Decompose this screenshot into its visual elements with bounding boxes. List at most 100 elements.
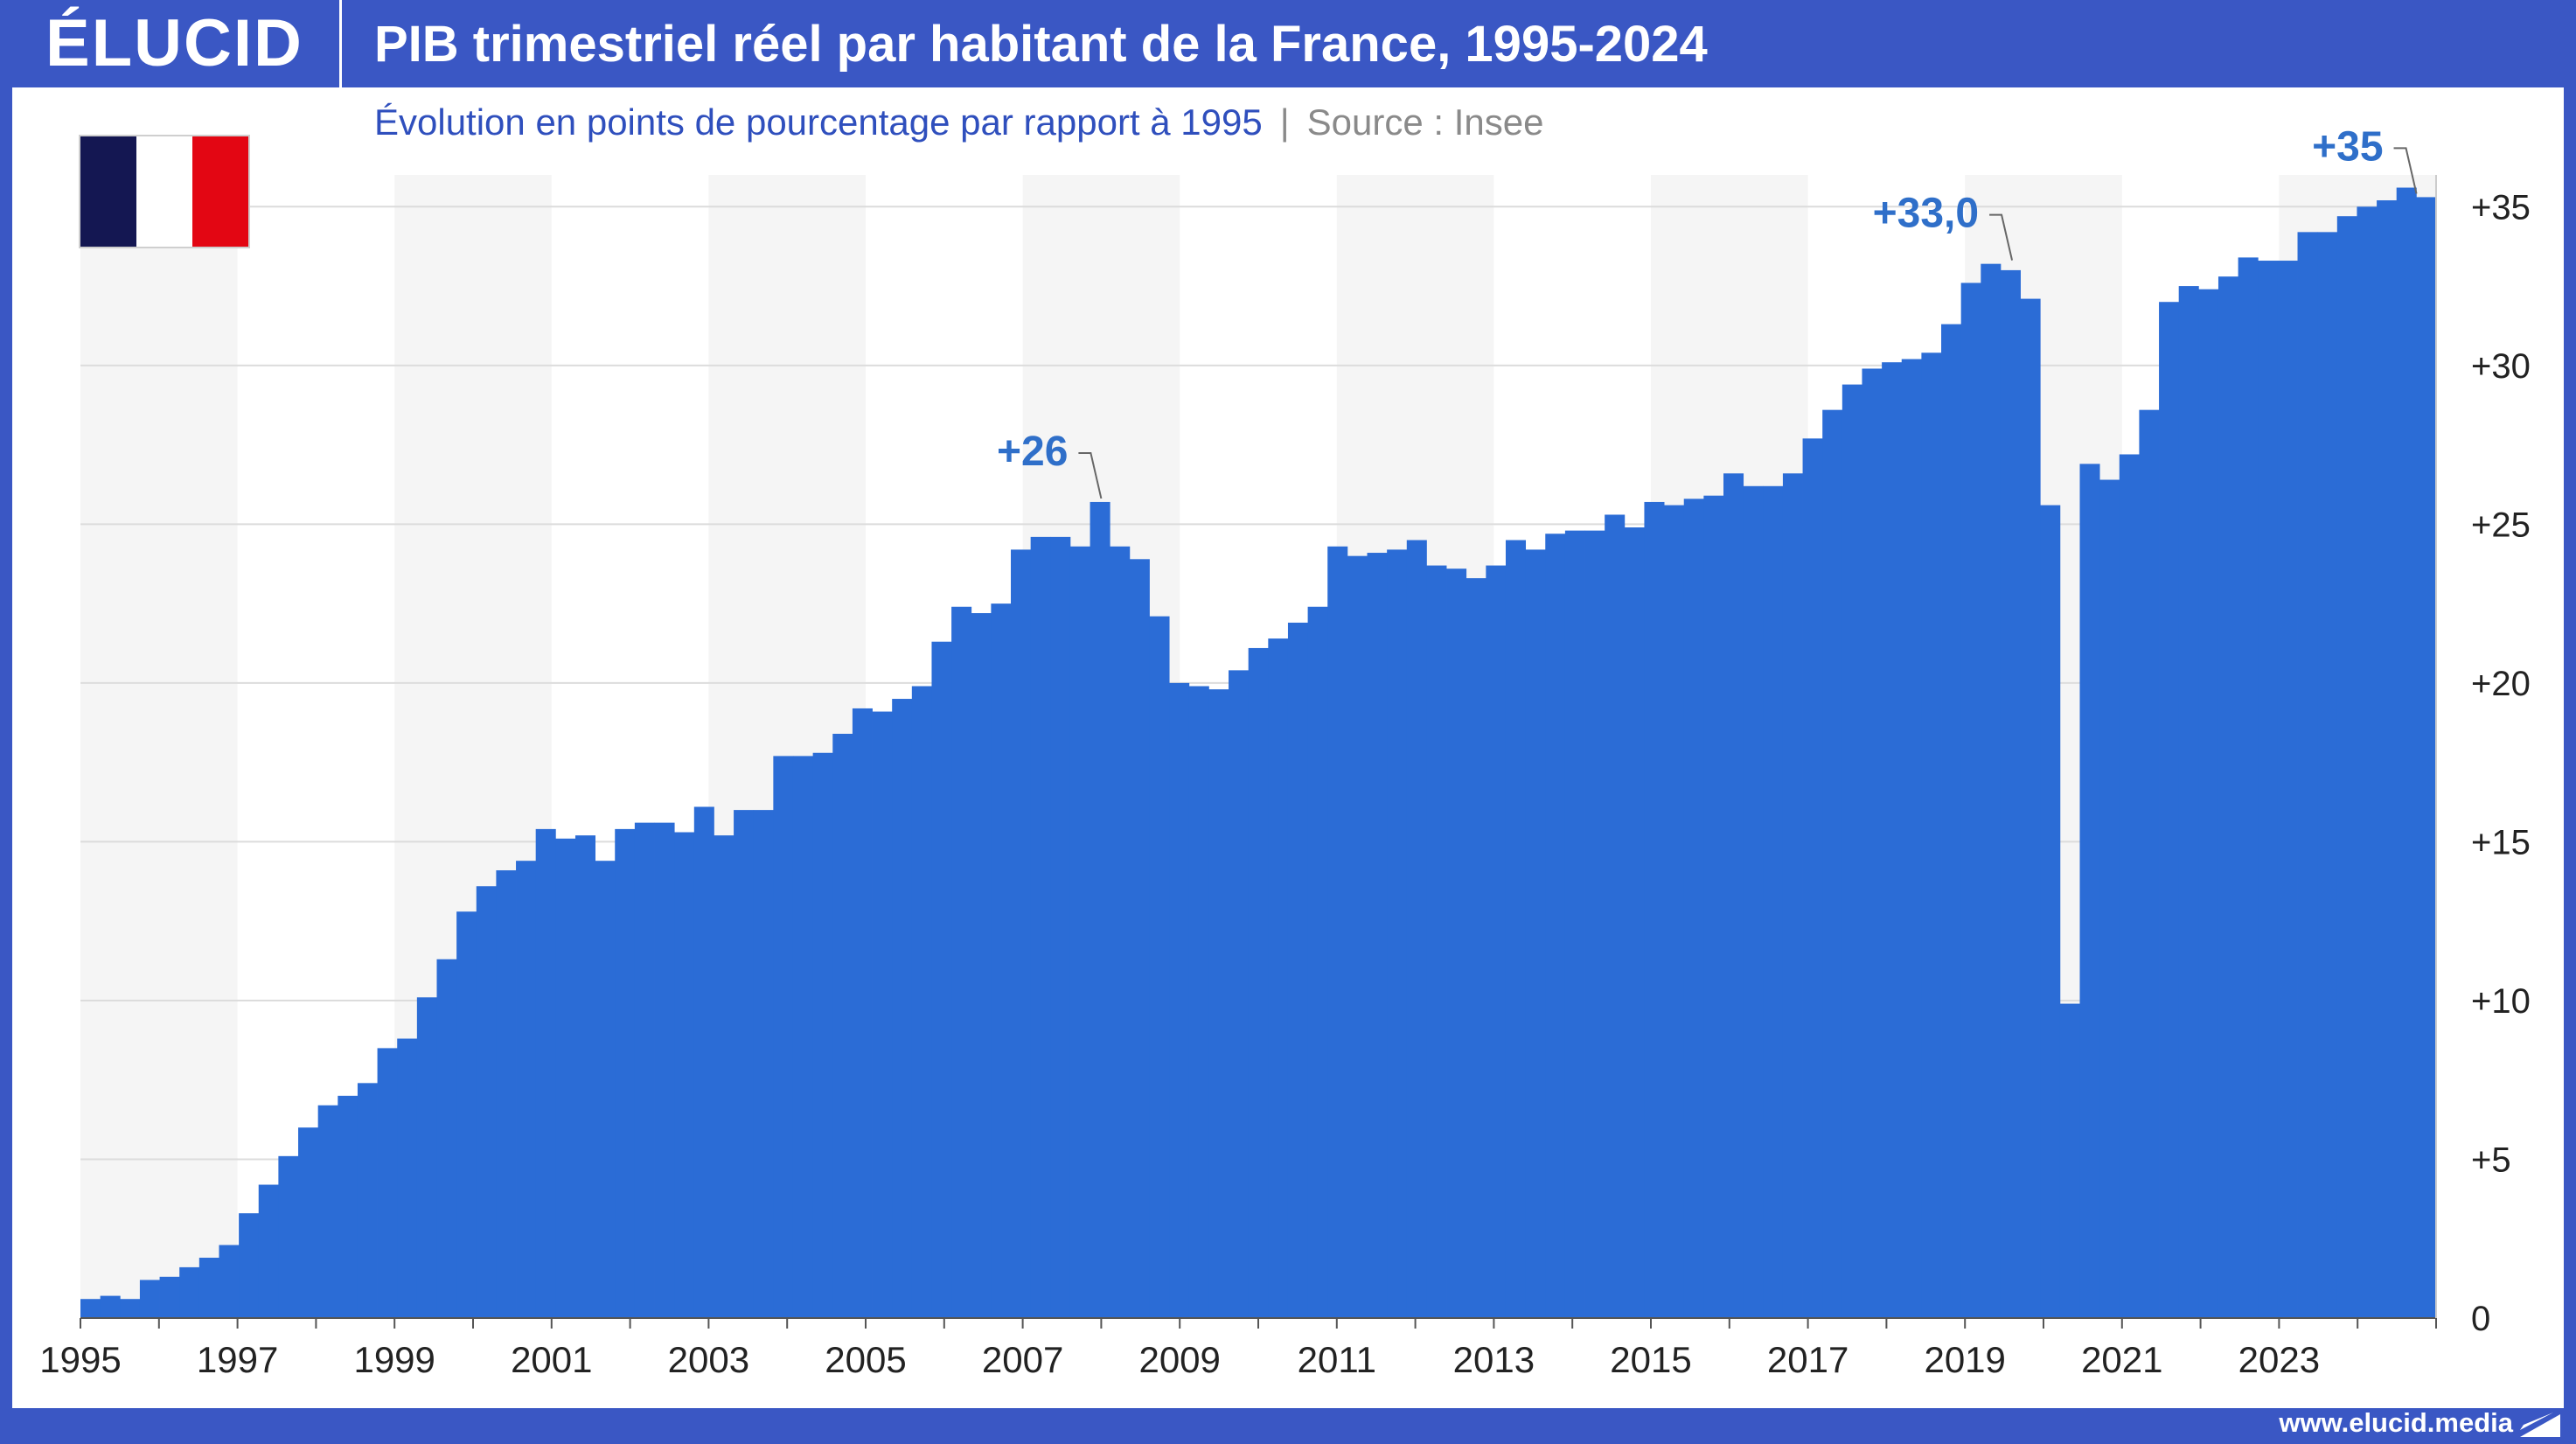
bar: [357, 1083, 378, 1318]
bar: [892, 699, 913, 1318]
bar: [1050, 536, 1071, 1318]
bar: [1545, 534, 1566, 1318]
bar: [1505, 540, 1527, 1318]
bar: [2000, 269, 2021, 1319]
header-divider: [339, 0, 342, 87]
bar: [654, 822, 675, 1318]
annotation-label: +33,0: [1873, 191, 1979, 237]
bar: [2217, 276, 2239, 1319]
bar: [1149, 616, 1170, 1318]
bar: [436, 959, 457, 1318]
bar: [1030, 536, 1051, 1318]
page-title: PIB trimestriel réel par habitant de la …: [374, 16, 1708, 73]
annotation-leader: [1078, 451, 1103, 499]
flag-stripe-white: [136, 136, 192, 247]
bar: [1624, 527, 1645, 1318]
bar: [219, 1245, 240, 1318]
bar: [872, 711, 893, 1318]
bar: [1683, 499, 1704, 1318]
bar: [1069, 546, 1090, 1318]
bar: [1564, 530, 1585, 1318]
annotation-leader: [2393, 147, 2418, 194]
bar: [812, 752, 833, 1318]
bar: [2079, 464, 2100, 1318]
y-tick-label: +20: [2471, 665, 2531, 703]
annotation-label: +26: [997, 429, 1068, 475]
x-tick-label: 2013: [1453, 1339, 1535, 1380]
bar: [1248, 647, 1269, 1318]
bar: [1525, 549, 1546, 1318]
bar: [2178, 286, 2199, 1318]
annotation-label: +35: [2312, 123, 2383, 170]
bar: [1169, 682, 1190, 1318]
bar: [476, 886, 497, 1318]
bar: [1426, 565, 1447, 1318]
bar: [734, 810, 755, 1318]
bar: [792, 756, 814, 1318]
bar: [1090, 501, 1110, 1318]
flag-stripe-red: [192, 136, 248, 247]
bar: [159, 1276, 180, 1318]
bar: [595, 861, 616, 1318]
bar: [1841, 384, 1862, 1318]
bar: [1466, 578, 1486, 1318]
bar: [2020, 298, 2041, 1318]
bar: [377, 1048, 398, 1318]
bar: [338, 1095, 359, 1318]
bar: [1822, 409, 1843, 1318]
bar: [535, 828, 556, 1318]
bar: [2317, 232, 2338, 1319]
bar: [674, 832, 695, 1318]
bar: [2297, 232, 2318, 1319]
bar: [2377, 200, 2398, 1319]
bar: [2198, 289, 2219, 1319]
brand-logo[interactable]: ÉLUCID: [45, 6, 303, 80]
bar: [574, 835, 596, 1318]
france-flag-icon: [80, 136, 248, 247]
bar: [1763, 485, 1784, 1318]
bar: [971, 613, 992, 1318]
annotation-leader: [1989, 213, 2014, 261]
y-tick-label: +35: [2471, 188, 2531, 227]
bar: [991, 603, 1012, 1318]
bar: [317, 1105, 338, 1318]
bar: [239, 1213, 260, 1318]
bar: [1287, 622, 1308, 1318]
bar: [1960, 283, 1981, 1318]
bar: [852, 708, 873, 1318]
y-tick-label: +25: [2471, 506, 2531, 544]
x-tick-label: 2003: [668, 1339, 749, 1380]
bar: [198, 1258, 219, 1318]
bar: [555, 838, 576, 1318]
x-tick-label: 2007: [982, 1339, 1063, 1380]
bar: [951, 606, 972, 1318]
y-tick-label: +15: [2471, 823, 2531, 862]
bar: [1011, 549, 1032, 1318]
bar: [1367, 553, 1388, 1318]
bar: [1406, 540, 1427, 1318]
x-tick-label: 1997: [197, 1339, 278, 1380]
bar: [1307, 606, 1328, 1318]
source-text: Source : Insee: [1306, 101, 1544, 143]
chart-subtitle: Évolution en points de pourcentage par r…: [374, 96, 1543, 149]
bar: [1110, 546, 1131, 1318]
bar: [1743, 485, 1764, 1318]
bar: [397, 1038, 418, 1318]
bar: [1208, 689, 1229, 1318]
bar: [1486, 565, 1507, 1318]
bar: [2059, 1003, 2080, 1318]
bar: [1188, 686, 1209, 1318]
footer-url-link[interactable]: www.elucid.media: [2279, 1407, 2513, 1438]
bar: [1901, 359, 1922, 1318]
bar: [298, 1127, 319, 1318]
x-tick-label: 2019: [1924, 1339, 2005, 1380]
bar: [1664, 505, 1685, 1318]
flag-stripe-blue: [80, 136, 136, 247]
bar: [139, 1280, 160, 1318]
bar: [2040, 505, 2061, 1318]
bar: [2099, 479, 2120, 1318]
x-tick-label: 2001: [511, 1339, 592, 1380]
x-tick-label: 2015: [1610, 1339, 1691, 1380]
bar: [832, 733, 853, 1318]
